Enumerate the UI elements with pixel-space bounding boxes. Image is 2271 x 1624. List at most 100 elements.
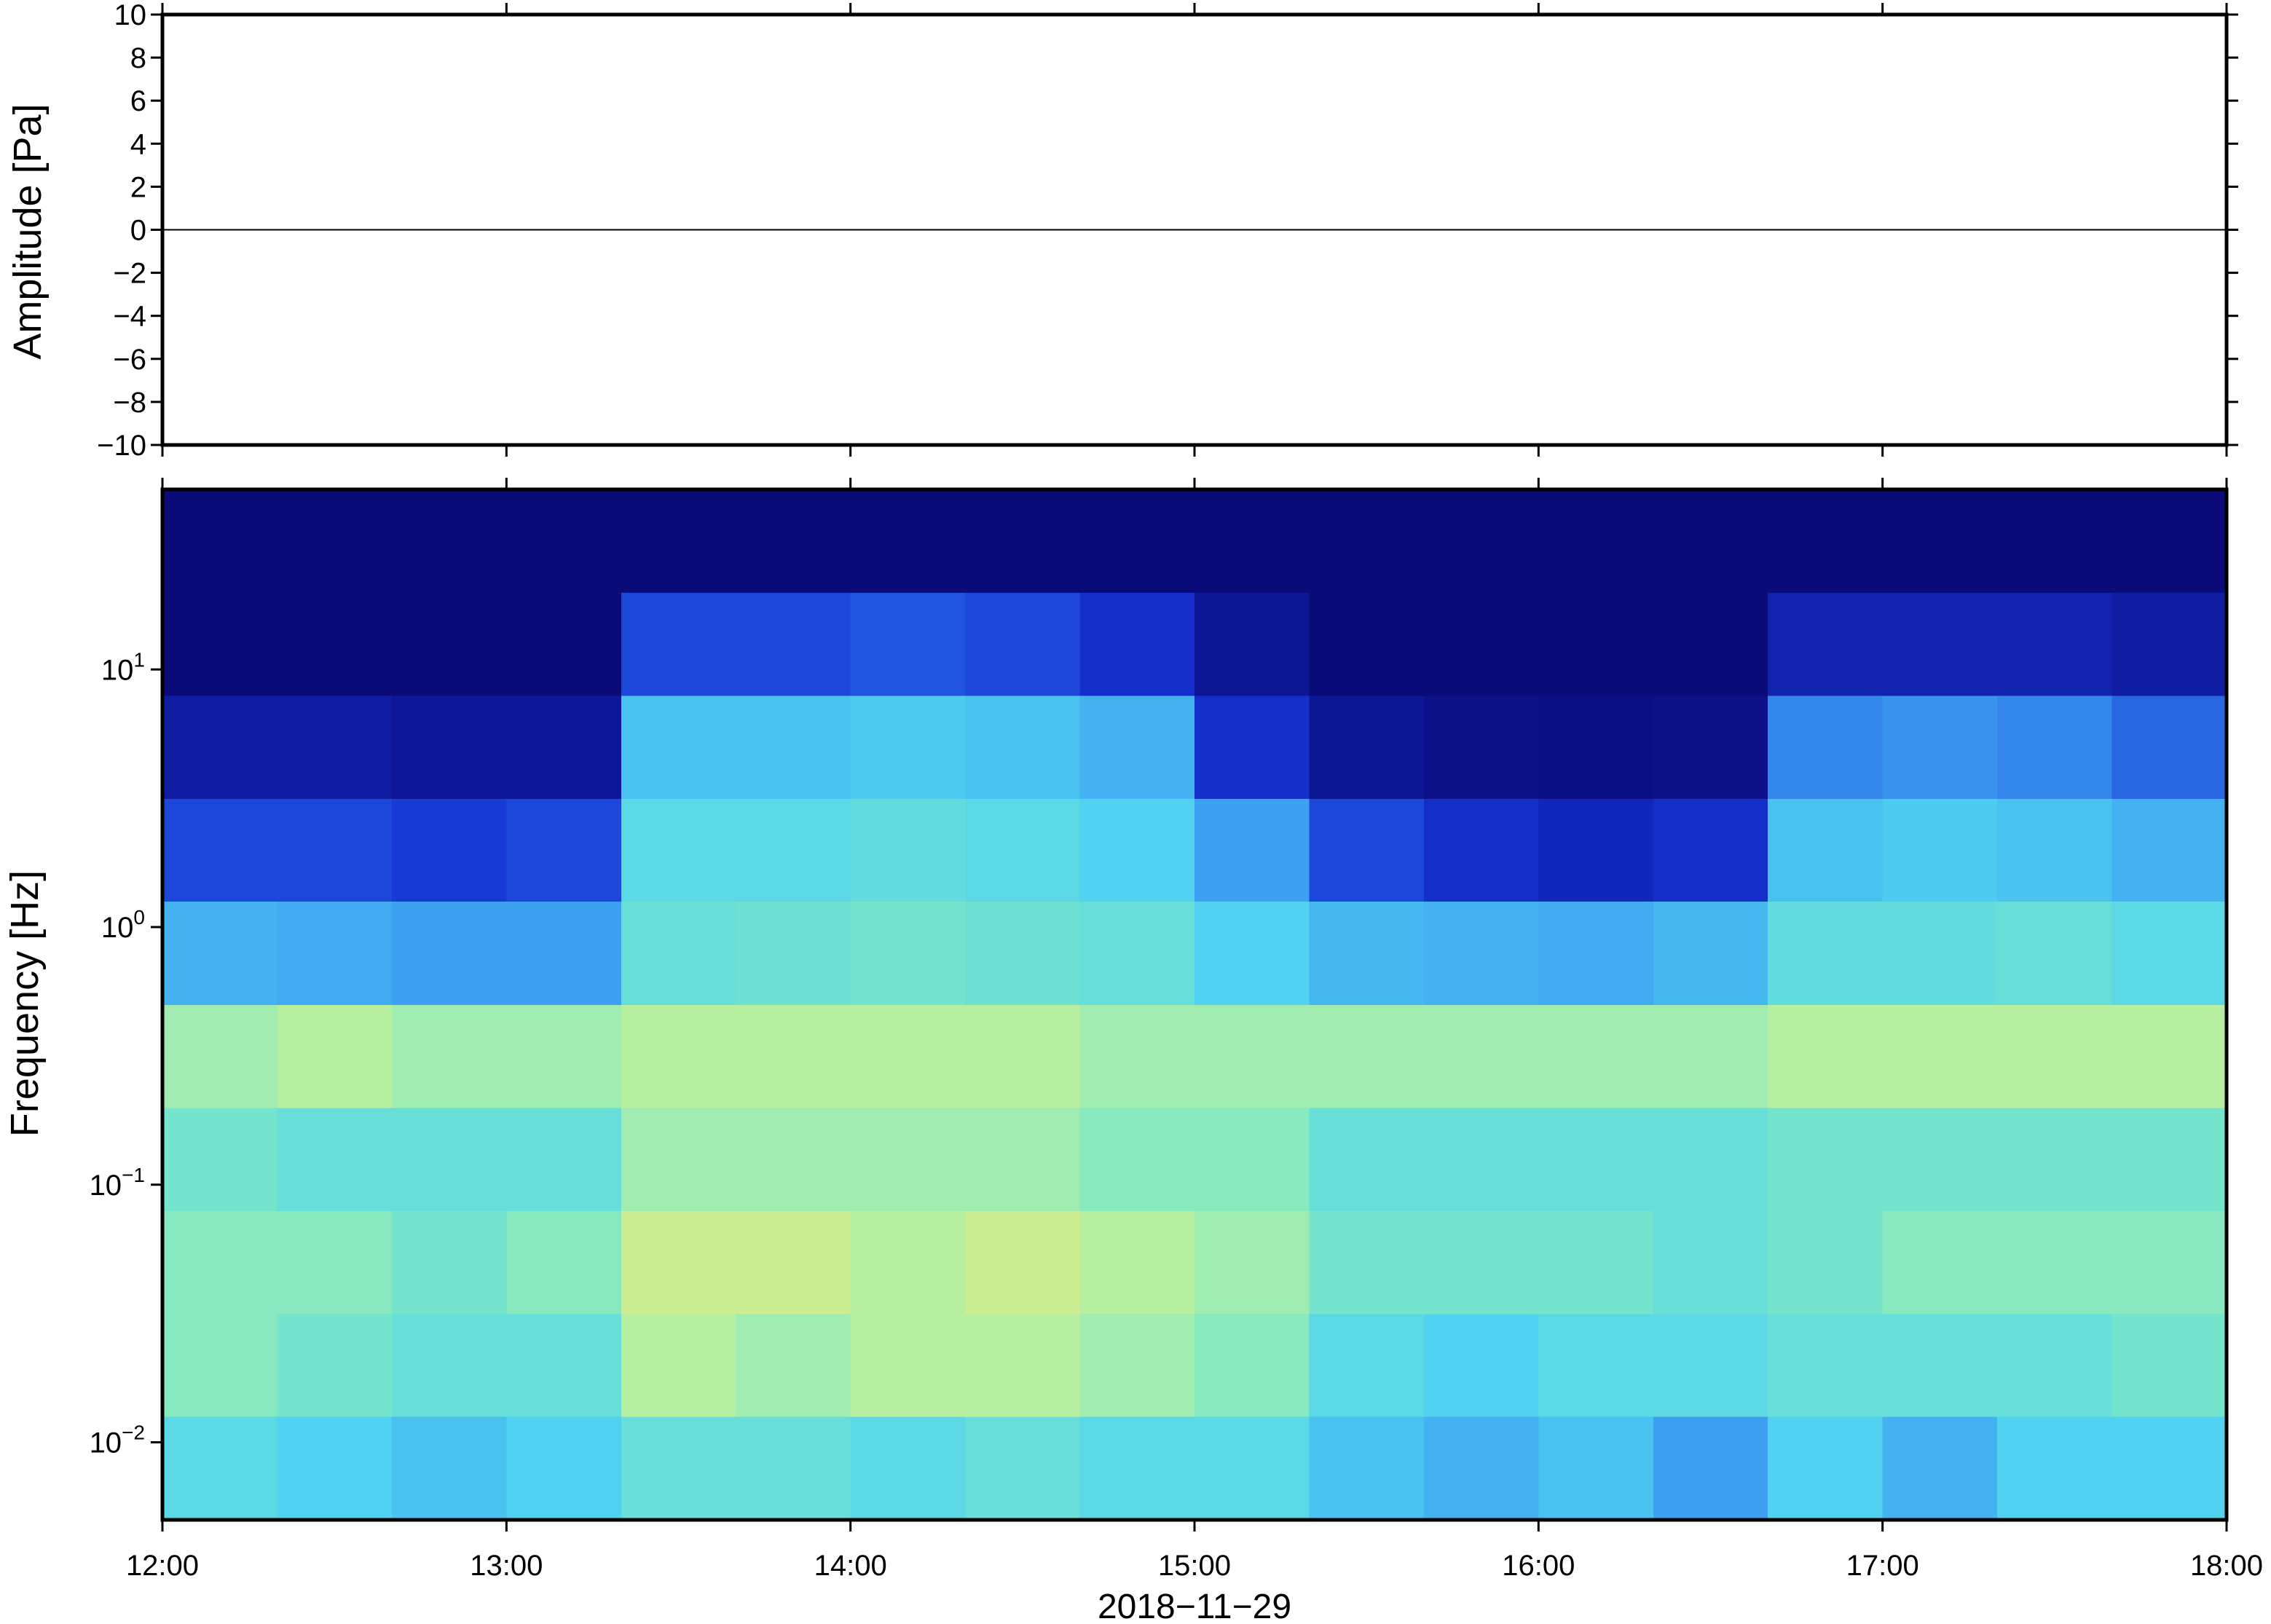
- spectrogram-cell: [506, 592, 622, 696]
- spectrogram-cell: [1423, 1314, 1539, 1417]
- spectrogram-cell: [850, 1004, 966, 1108]
- spectrogram-cell: [391, 798, 507, 902]
- spectrogram-cell: [1194, 1210, 1310, 1314]
- spectrogram-cell: [277, 1108, 393, 1212]
- spectrogram-cell: [1309, 489, 1425, 594]
- spectrogram-cell: [1653, 695, 1768, 800]
- spectrogram-cell: [736, 1108, 851, 1212]
- spectrogram-cell: [1309, 1004, 1425, 1108]
- y-tick-exponent: 0: [133, 906, 145, 929]
- spectrogram-cell: [162, 489, 278, 594]
- spectrogram-cell: [1882, 1416, 1998, 1521]
- y-tick-base: 10: [101, 654, 134, 686]
- spectrogram-cell: [850, 1416, 966, 1521]
- spectrogram-cell: [1538, 1210, 1654, 1314]
- y-tick-label: −6: [113, 344, 146, 376]
- y-tick-base: 10: [90, 1170, 122, 1202]
- spectrogram-cell: [1768, 901, 1884, 1005]
- y-tick-label: 10−2: [90, 1422, 145, 1459]
- spectrogram-cell: [1538, 592, 1654, 696]
- spectrogram-cell: [1079, 1314, 1195, 1417]
- spectrogram-cell: [736, 1314, 851, 1417]
- spectrogram-cell: [965, 1004, 1081, 1108]
- spectrogram-cell: [1882, 901, 1998, 1005]
- spectrogram-cell: [506, 695, 622, 800]
- spectrogram-cell: [965, 901, 1081, 1005]
- spectrogram-cell: [621, 1314, 736, 1417]
- spectrogram-cell: [1194, 901, 1310, 1005]
- spectrogram-cell: [965, 592, 1081, 696]
- spectrogram-cell: [506, 798, 622, 902]
- spectrogram-cell: [1309, 1416, 1425, 1521]
- spectrogram-cell: [1194, 489, 1310, 594]
- x-tick-label: 15:00: [1158, 1550, 1231, 1582]
- spectrogram-cell: [1882, 1210, 1998, 1314]
- spectrogram-cell: [1079, 695, 1195, 800]
- spectrogram-cell: [621, 901, 736, 1005]
- spectrogram-cell: [1997, 695, 2113, 800]
- spectrogram-cell: [506, 1416, 622, 1521]
- spectrogram-cell: [506, 1210, 622, 1314]
- spectrogram-cell: [277, 695, 393, 800]
- spectrogram-cell: [2111, 695, 2227, 800]
- spectrogram-cell: [1997, 1004, 2113, 1108]
- spectrogram-cell: [1309, 798, 1425, 902]
- spectrogram-cell: [1079, 489, 1195, 594]
- x-tick-label: 12:00: [126, 1550, 199, 1582]
- spectrogram-cell: [277, 592, 393, 696]
- spectrogram-cell: [1309, 1108, 1425, 1212]
- spectrogram-cell: [1768, 1210, 1884, 1314]
- spectrogram-cell: [621, 695, 736, 800]
- spectrogram-cell: [1079, 1416, 1195, 1521]
- spectrogram-cell: [736, 1210, 851, 1314]
- spectrogram-cell: [1538, 1004, 1654, 1108]
- spectrogram-cell: [965, 695, 1081, 800]
- spectrogram-cell: [1768, 1314, 1884, 1417]
- spectrogram-cell: [1768, 798, 1884, 902]
- spectrogram-cell: [1194, 1416, 1310, 1521]
- spectrogram-cell: [736, 592, 851, 696]
- spectrogram-cell: [1768, 1004, 1884, 1108]
- spectrogram-cell: [162, 1004, 278, 1108]
- spectrogram-cell: [391, 1314, 507, 1417]
- spectrogram-cell: [736, 695, 851, 800]
- spectrogram-cell: [1997, 901, 2113, 1005]
- spectrogram-cell: [1653, 1416, 1768, 1521]
- spectrogram-cell: [277, 1210, 393, 1314]
- y-tick-label: 6: [130, 85, 146, 117]
- spectrogram-cell: [1079, 1004, 1195, 1108]
- y-tick-label: −8: [113, 387, 146, 419]
- y-tick-label: 100: [101, 906, 145, 944]
- spectrogram-cell: [162, 592, 278, 696]
- x-tick-label: 18:00: [2190, 1550, 2263, 1582]
- spectrogram-cell: [1194, 1108, 1310, 1212]
- y-tick-exponent: −2: [122, 1422, 145, 1444]
- y-tick-label: 101: [101, 648, 145, 686]
- spectrogram-cell: [1653, 1210, 1768, 1314]
- spectrogram-cell: [1079, 901, 1195, 1005]
- y-tick-label: −10: [97, 430, 146, 462]
- y-tick-label: 10: [114, 0, 147, 31]
- spectrogram-cell: [1194, 592, 1310, 696]
- spectrogram-cell: [162, 1416, 278, 1521]
- spectrogram-cell: [162, 1108, 278, 1212]
- spectrogram-cell: [162, 1210, 278, 1314]
- spectrogram-cell: [506, 901, 622, 1005]
- spectrogram-cell: [2111, 1416, 2227, 1521]
- x-tick-label: 17:00: [1846, 1550, 1919, 1582]
- spectrogram-cell: [1309, 592, 1425, 696]
- x-axis-title: 2018−11−29: [1098, 1588, 1291, 1624]
- spectrogram: [162, 489, 2227, 1521]
- spectrogram-cell: [506, 489, 622, 594]
- spectrogram-cell: [1653, 592, 1768, 696]
- spectrogram-cell: [2111, 1004, 2227, 1108]
- spectrogram-cell: [277, 1416, 393, 1521]
- y-tick-exponent: 1: [133, 648, 145, 671]
- spectrogram-cell: [391, 1004, 507, 1108]
- spectrogram-cell: [1882, 798, 1998, 902]
- spectrogram-cell: [1423, 1004, 1539, 1108]
- spectrogram-cell: [1309, 901, 1425, 1005]
- spectrogram-cell: [1538, 695, 1654, 800]
